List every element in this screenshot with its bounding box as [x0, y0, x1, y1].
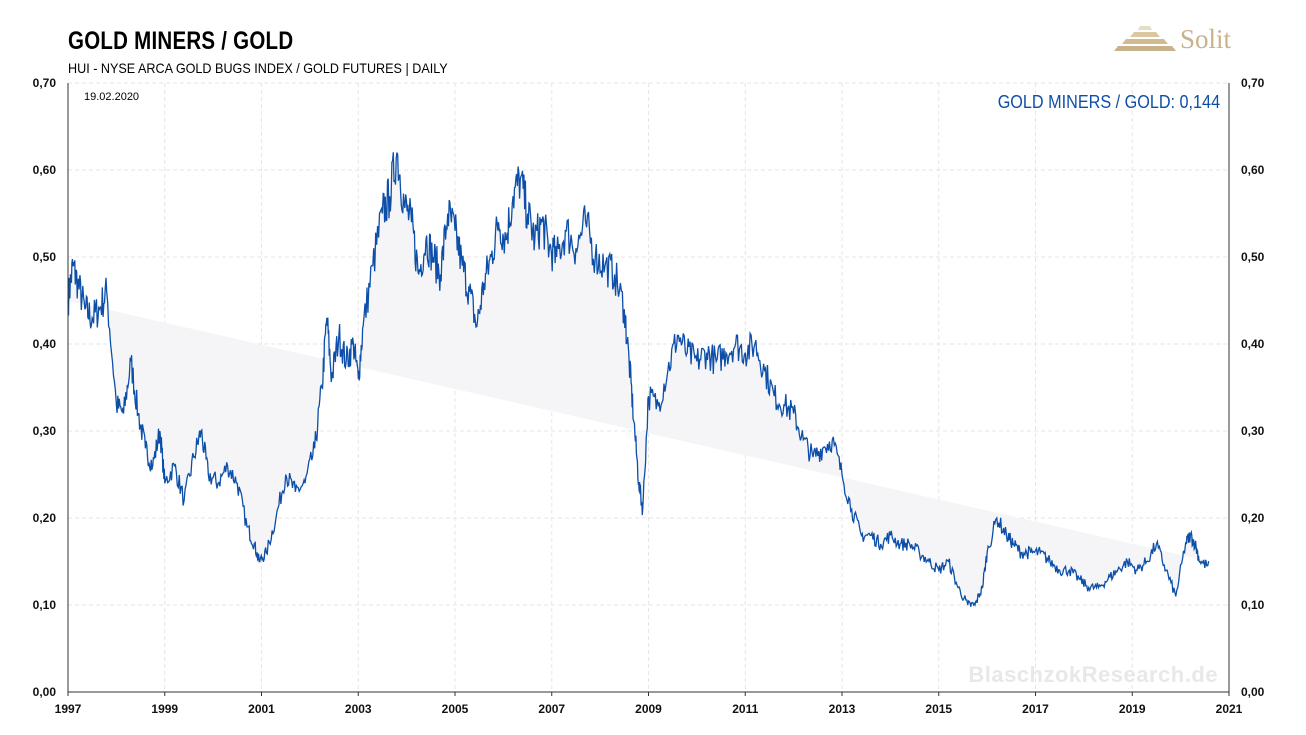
y-tick-label-right: 0,40: [1241, 337, 1265, 351]
watermark-text: BlaschzokResearch.de: [968, 662, 1218, 687]
logo-text: Solit: [1180, 24, 1232, 54]
y-tick-label-left: 0,20: [33, 511, 57, 525]
date-label: 19.02.2020: [84, 91, 140, 103]
y-tick-label-right: 0,50: [1241, 250, 1265, 264]
x-tick-label: 2009: [635, 702, 662, 716]
axes: [67, 83, 1230, 696]
y-tick-label-left: 0,00: [33, 685, 57, 699]
y-axis-right: 0,00 0,10 0,20 0,30 0,40 0,50 0,60 0,70: [1241, 76, 1265, 699]
grid-lines: [68, 82, 1229, 692]
x-tick-label: 2017: [1022, 702, 1049, 716]
x-tick-label: 2021: [1216, 702, 1243, 716]
y-tick-label-left: 0,60: [33, 163, 57, 177]
current-value-label: GOLD MINERS / GOLD: 0,144: [997, 92, 1220, 112]
x-axis: 1997 1999 2001 2003 2005 2007 2009 2011 2013 2015…: [55, 702, 1243, 716]
chart-subtitle: HUI - NYSE ARCA GOLD BUGS INDEX / GOLD F…: [68, 60, 448, 76]
x-tick-label: 2007: [538, 702, 565, 716]
series-line: [67, 152, 1210, 607]
y-tick-label-left: 0,50: [33, 250, 57, 264]
x-tick-label: 1999: [151, 702, 178, 716]
y-tick-label-right: 0,00: [1241, 685, 1265, 699]
x-tick-label: 2019: [1119, 702, 1146, 716]
x-tick-label: 2011: [732, 702, 758, 716]
y-tick-label-right: 0,20: [1241, 511, 1265, 525]
series-area: [68, 152, 1209, 607]
x-tick-label: 2001: [248, 702, 275, 716]
y-tick-label-right: 0,30: [1241, 424, 1265, 438]
x-tick-label: 2015: [925, 702, 952, 716]
x-tick-label: 2013: [829, 702, 856, 716]
y-axis-left: 0,00 0,10 0,20 0,30 0,40 0,50 0,60 0,70: [33, 76, 57, 699]
y-tick-label-left: 0,30: [33, 424, 57, 438]
y-tick-label-right: 0,10: [1241, 598, 1265, 612]
solit-logo-icon: [1114, 26, 1176, 51]
x-tick-label: 1997: [55, 702, 82, 716]
y-tick-label-right: 0,70: [1241, 76, 1265, 90]
x-tick-label: 2003: [345, 702, 372, 716]
y-tick-label-left: 0,70: [33, 76, 57, 90]
x-tick-label: 2005: [442, 702, 469, 716]
y-tick-label-right: 0,60: [1241, 163, 1265, 177]
y-tick-label-left: 0,10: [33, 598, 57, 612]
chart-title: GOLD MINERS / GOLD: [68, 27, 294, 55]
y-tick-label-left: 0,40: [33, 337, 57, 351]
